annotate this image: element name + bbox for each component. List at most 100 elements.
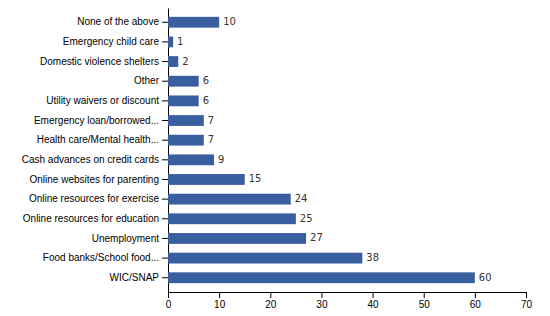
tick-label: 20 (265, 299, 277, 310)
tick: 30 (316, 292, 328, 310)
category-label: Online resources for education (23, 213, 159, 224)
tick-label: 0 (166, 299, 172, 310)
category-label: WIC/SNAP (110, 272, 160, 283)
bar (168, 233, 306, 244)
tick-mark (219, 292, 220, 298)
data-label: 1 (177, 36, 183, 47)
tick-label: 10 (214, 299, 226, 310)
tick-mark (162, 120, 168, 121)
tick: Emergency child care (63, 36, 168, 47)
category-label: Cash advances on credit cards (22, 154, 159, 165)
tick-mark (162, 140, 168, 141)
tick-mark (162, 218, 168, 219)
data-label: 38 (366, 252, 379, 263)
tick-mark (162, 61, 168, 62)
tick-mark (162, 159, 168, 160)
tick: 70 (521, 292, 533, 310)
chart: 0 10 20 30 40 50 60 70 WIC/SNAP Food banks/School… (0, 0, 550, 316)
tick-mark (270, 292, 271, 298)
axis-line (169, 293, 527, 299)
tick: Unemployment (92, 233, 168, 244)
category-label: Utility waivers or discount (46, 95, 159, 106)
tick: Online resources for exercise (29, 193, 168, 204)
data-label: 7 (208, 134, 214, 145)
category-label: Food banks/School food... (43, 252, 159, 263)
tick-mark (162, 100, 168, 101)
x-axis: 0 10 20 30 40 50 60 70 (166, 292, 533, 310)
tick: 60 (470, 292, 482, 310)
data-label: 9 (218, 154, 224, 165)
tick: WIC/SNAP (110, 272, 168, 283)
category-label: Domestic violence shelters (40, 56, 159, 67)
tick-mark (373, 292, 374, 298)
data-label: 7 (208, 115, 214, 126)
data-label: 6 (203, 95, 209, 106)
tick: Health care/Mental health... (37, 134, 168, 145)
tick-mark (321, 292, 322, 298)
tick-mark (475, 292, 476, 298)
bar (168, 95, 199, 106)
data-label: 6 (203, 75, 209, 86)
bar (168, 253, 362, 264)
tick: Emergency loan/borrowed... (34, 115, 168, 126)
bars (168, 17, 475, 283)
bar (168, 213, 296, 224)
category-label: Other (134, 75, 160, 86)
tick: Online websites for parenting (29, 174, 168, 185)
tick-mark (162, 258, 168, 259)
tick-mark (162, 277, 168, 278)
category-label: Emergency loan/borrowed... (34, 115, 159, 126)
tick-label: 40 (368, 299, 380, 310)
tick-mark (424, 292, 425, 298)
tick: Utility waivers or discount (46, 95, 168, 106)
tick: 10 (214, 292, 226, 310)
tick: Domestic violence shelters (40, 56, 168, 67)
tick-mark (162, 199, 168, 200)
category-label: Online resources for exercise (29, 193, 159, 204)
bar (168, 76, 199, 87)
tick: Food banks/School food... (43, 252, 168, 263)
category-label: Online websites for parenting (29, 174, 159, 185)
axis-line (168, 9, 169, 293)
tick: None of the above (77, 16, 168, 27)
data-label: 24 (295, 193, 308, 204)
category-label: Unemployment (92, 233, 159, 244)
category-label: None of the above (77, 16, 159, 27)
tick: 40 (368, 292, 380, 310)
bar (168, 135, 204, 146)
category-label: Emergency child care (63, 36, 160, 47)
data-label: 10 (223, 16, 236, 27)
bar (168, 115, 204, 126)
tick-mark (168, 292, 169, 298)
tick: 50 (419, 292, 431, 310)
bar (168, 272, 475, 283)
data-label: 27 (310, 232, 323, 243)
data-label: 25 (300, 213, 313, 224)
y-axis: WIC/SNAP Food banks/School food... Unemplo… (22, 9, 169, 293)
data-label: 15 (249, 173, 262, 184)
bar (168, 17, 219, 28)
bar (168, 174, 245, 185)
tick: Cash advances on credit cards (22, 154, 168, 165)
tick-mark (162, 238, 168, 239)
bar (168, 154, 214, 165)
tick-mark (162, 41, 168, 42)
bar (168, 194, 291, 205)
tick-mark (162, 81, 168, 82)
plot: 0 10 20 30 40 50 60 70 WIC/SNAP Food banks/School… (22, 9, 533, 311)
tick: 0 (166, 292, 172, 310)
tick: Other (134, 75, 168, 86)
tick-mark (162, 179, 168, 180)
data-label: 60 (479, 272, 492, 283)
tick: 20 (265, 292, 277, 310)
tick-label: 50 (419, 299, 431, 310)
data-labels: 603827252415977662110 (177, 16, 491, 283)
tick-label: 30 (316, 299, 328, 310)
bar (168, 56, 178, 67)
tick-label: 70 (521, 299, 533, 310)
category-label: Health care/Mental health... (37, 134, 159, 145)
tick-mark (526, 292, 527, 298)
bar (168, 36, 173, 47)
data-label: 2 (182, 56, 188, 67)
tick-label: 60 (470, 299, 482, 310)
